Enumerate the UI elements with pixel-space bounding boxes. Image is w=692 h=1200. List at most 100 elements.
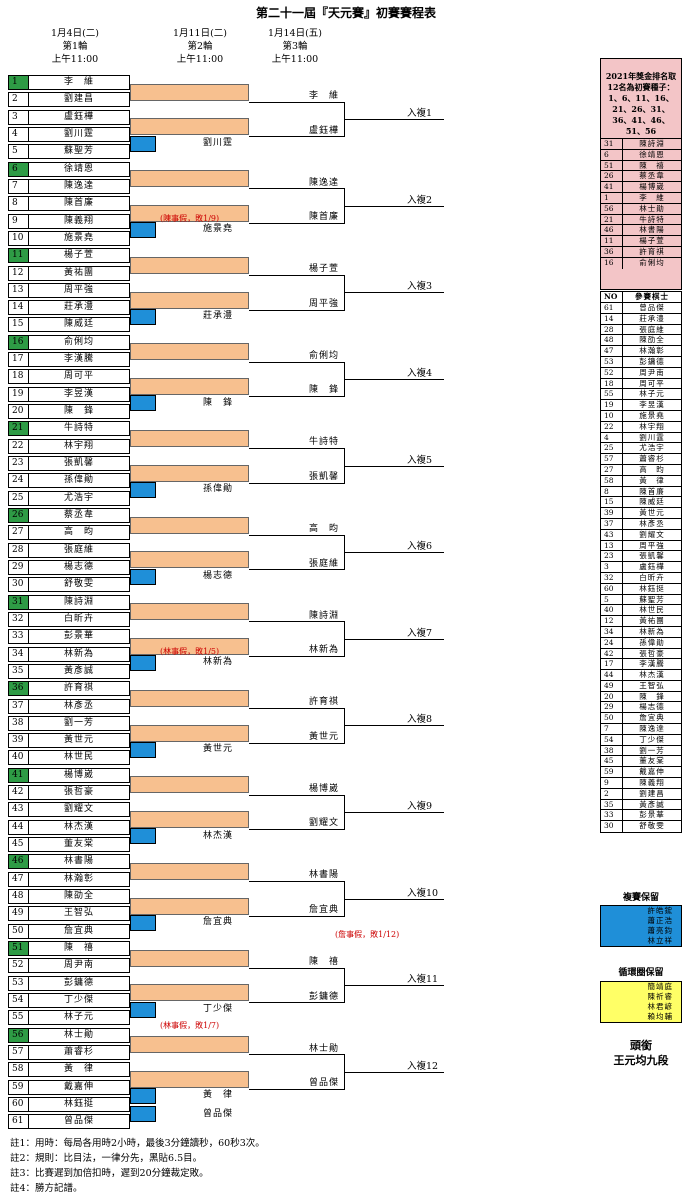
seed-row: 11 楊子萱 — [601, 236, 681, 247]
round2-name-top: 楊博崴 — [308, 783, 339, 794]
bracket-line — [344, 552, 444, 554]
bracket-line — [249, 396, 344, 398]
list-item: 61 曾品傑 — [601, 303, 681, 314]
bracket-line — [344, 638, 444, 640]
round2-name-bottom: 彭鏞德 — [308, 991, 339, 1002]
player-number: 48 — [9, 890, 29, 904]
seed-name: 陳 禧 — [639, 160, 665, 170]
player-name: 蔡丞韋 — [63, 510, 94, 520]
xunhuan-name: 簡靖庭 — [647, 982, 673, 991]
list-name: 林世民 — [639, 605, 665, 615]
player-name: 俞俐均 — [63, 336, 94, 347]
list-item: 43 劉耀文 — [601, 529, 681, 541]
player-row: 18 周可平 — [8, 369, 130, 385]
round1-bar — [130, 395, 156, 412]
bracket-line — [249, 534, 344, 536]
title-holder-name: 王元均九段 — [613, 1054, 669, 1067]
player-name: 彭景華 — [63, 631, 94, 642]
list-number: 9 — [601, 778, 623, 788]
player-number: 29 — [9, 560, 29, 574]
seed-number: 26 — [601, 171, 623, 182]
player-row: 59 戴嘉伸 — [8, 1079, 130, 1095]
player-name: 曾品傑 — [63, 1116, 94, 1127]
xunhuan-name: 陳祈睿 — [647, 992, 673, 1001]
list-name: 白昕卉 — [639, 572, 665, 582]
list-item: 20 陳 鋒 — [601, 691, 681, 703]
player-number: 9 — [9, 214, 29, 228]
list-item: 33 彭景華 — [601, 810, 681, 822]
qualify-label: 入複6 — [407, 541, 433, 553]
player-row: 31 陳詩淵 — [8, 594, 130, 610]
seed-name: 許育祺 — [639, 246, 665, 256]
list-item: 35 黃彥誠 — [601, 799, 681, 811]
player-name: 陳義翔 — [63, 215, 94, 226]
round-1-date: 1月4日(二) — [50, 28, 99, 39]
player-name: 周尹南 — [63, 960, 94, 971]
bracket-line — [249, 188, 344, 190]
player-row: 56 林士勛 — [8, 1027, 130, 1043]
list-item: 28 張庭維 — [601, 324, 681, 336]
round1-winner: 黃世元 — [202, 743, 233, 754]
round-1-time: 上午11:00 — [51, 54, 99, 65]
list-name: 陳首廉 — [639, 486, 665, 496]
bracket-line — [344, 465, 444, 467]
player-row: 45 董友棠 — [8, 837, 130, 853]
round1-bar — [130, 222, 156, 239]
list-number: 25 — [601, 443, 623, 454]
list-number: 47 — [601, 346, 623, 356]
player-number: 18 — [9, 370, 29, 384]
player-name: 劉川霆 — [63, 128, 94, 139]
forfeit-note: (陳事假，敗1/9) — [160, 213, 220, 223]
round1-winner: 曾品傑 — [202, 1108, 233, 1119]
list-number: 40 — [601, 605, 623, 616]
round2-bar — [130, 863, 249, 881]
player-number: 12 — [9, 266, 29, 280]
list-name: 曾品傑 — [639, 303, 665, 312]
qualify-label: 入複3 — [407, 281, 433, 293]
player-number: 21 — [9, 422, 29, 436]
player-number: 8 — [9, 197, 29, 211]
bracket-line — [249, 794, 344, 796]
player-name: 陳威廷 — [63, 319, 94, 330]
player-number: 61 — [9, 1115, 29, 1129]
round2-name-bottom: 黃世元 — [308, 731, 339, 742]
round2-name-bottom: 張凱馨 — [308, 472, 339, 483]
player-name: 盧鈺樺 — [63, 111, 94, 122]
seed-name: 楊子萱 — [639, 236, 665, 246]
seed-number: 1 — [601, 192, 623, 203]
list-item: 5 蘇聖芳 — [601, 594, 681, 606]
player-row: 46 林書陽 — [8, 854, 130, 870]
list-number: 15 — [601, 497, 623, 508]
list-number: 14 — [601, 313, 623, 324]
list-name: 高 昀 — [639, 464, 665, 474]
player-number: 43 — [9, 803, 29, 817]
seed-number: 36 — [601, 246, 623, 257]
qualify-label: 入複5 — [407, 454, 433, 466]
list-number: 39 — [601, 508, 623, 518]
fuzhu-name: 林立祥 — [647, 936, 673, 945]
footnote: 註4：勝方記譜。 — [10, 1183, 83, 1194]
player-row: 9 陳義翔 — [8, 213, 130, 229]
footnote: 註2：規則：比目法，一律分先，黑貼6.5目。 — [10, 1153, 203, 1164]
list-item: 9 陳義翔 — [601, 778, 681, 789]
list-number: 48 — [601, 335, 623, 346]
player-name: 莊承澧 — [63, 302, 94, 313]
player-name: 黃 律 — [63, 1064, 94, 1075]
player-number: 35 — [9, 664, 29, 678]
list-item: 13 周平強 — [601, 540, 681, 552]
list-item: 25 尤浩宇 — [601, 443, 681, 455]
forfeit-note: (林事假，敗1/5) — [160, 646, 220, 656]
round1-bar — [130, 135, 156, 152]
list-name: 丁少傑 — [639, 734, 665, 744]
list-name: 陳威廷 — [639, 497, 665, 507]
list-name: 彭鏞德 — [639, 356, 665, 366]
list-item: 37 林彥丞 — [601, 518, 681, 530]
round2-bar — [130, 1070, 249, 1088]
bracket-line — [249, 742, 344, 744]
player-number: 4 — [9, 127, 29, 141]
seed-name: 林書陽 — [639, 225, 665, 235]
list-item: 24 孫偉勛 — [601, 637, 681, 649]
round1-bar — [130, 1088, 156, 1105]
list-name: 陳 鋒 — [639, 691, 665, 701]
player-number: 23 — [9, 457, 29, 471]
